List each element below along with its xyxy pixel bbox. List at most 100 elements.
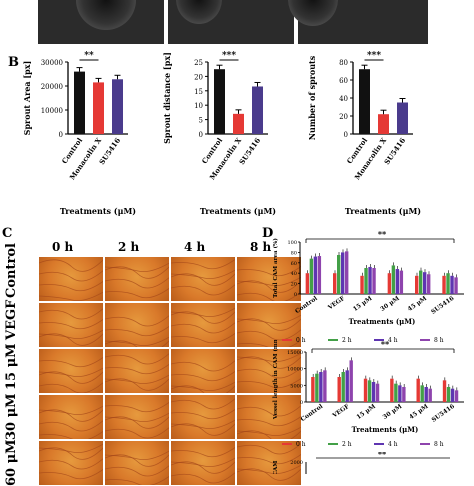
bar-su5416: [112, 79, 123, 134]
cam-image: [236, 348, 302, 394]
vessel-line: [105, 378, 169, 391]
bar-8h: [345, 251, 349, 294]
bar-0h: [390, 378, 394, 402]
bar-2h: [364, 268, 368, 294]
y-tick-label: 20: [194, 73, 203, 81]
cam-image: [104, 394, 170, 440]
bar-0h: [442, 380, 447, 402]
vessel-line: [237, 430, 301, 439]
bar-control: [74, 71, 85, 134]
bar-2h: [394, 383, 398, 402]
vessel-line: [105, 450, 169, 460]
bar-4h: [313, 256, 318, 294]
vessel-line: [171, 332, 235, 344]
cam-image: [170, 440, 236, 486]
vessel-line: [171, 398, 235, 410]
bar-2h: [446, 387, 451, 402]
vessel-line: [39, 447, 103, 460]
x-tick-label: Control: [294, 294, 319, 315]
vessel-texture: [39, 308, 103, 346]
cam-image: [170, 302, 236, 348]
row-label-vegf: VEGF: [4, 299, 19, 340]
significance-label: ***: [367, 51, 381, 61]
bar-2h: [391, 265, 396, 294]
vessel-line: [39, 318, 103, 330]
vessel-line: [105, 374, 169, 384]
vessel-line: [237, 314, 301, 324]
y-tick-label: 0: [59, 131, 63, 139]
bar-2h: [315, 373, 319, 402]
bar-4h: [319, 372, 323, 402]
bar-8h: [402, 387, 406, 402]
vessel-line: [39, 356, 103, 368]
significance-label: ***: [222, 51, 236, 61]
vessel-line: [39, 280, 103, 292]
vessel-line: [39, 291, 103, 301]
bar-8h: [399, 270, 404, 294]
vessel-line: [237, 352, 301, 362]
bar-0h: [333, 273, 337, 294]
bar-monacolin-x: [378, 114, 389, 134]
vessel-line: [171, 284, 235, 296]
y-axis-label: CAM: [273, 461, 279, 474]
bar-su5416: [252, 86, 263, 134]
x-tick-label: VEGF: [331, 402, 352, 419]
x-tick-label: 45 μM: [408, 403, 430, 421]
bar-8h: [454, 390, 459, 402]
vessel-line: [105, 277, 169, 289]
legend-label: 4 h: [388, 441, 398, 448]
vessel-line: [39, 458, 103, 470]
time-header-2h: 2 h: [118, 240, 140, 254]
vessel-line: [105, 340, 169, 347]
legend-label: 0 h: [296, 337, 306, 344]
vessel-line: [39, 259, 103, 272]
y-tick-label: 0: [199, 131, 203, 139]
y-tick-label: 15: [194, 88, 203, 96]
y-tick-label: 60: [339, 77, 348, 85]
cam-image: [104, 348, 170, 394]
vessel-line: [237, 276, 301, 286]
vessel-texture: [39, 259, 103, 301]
vessel-texture: [105, 353, 169, 391]
time-header-4h: 4 h: [184, 240, 206, 254]
vessel-line: [171, 446, 235, 458]
vessel-line: [105, 315, 169, 327]
micrograph-a2: [168, 0, 294, 44]
vessel-texture: [39, 405, 103, 439]
y-tick-label: 25: [194, 59, 203, 67]
vessel-line: [39, 371, 103, 384]
vessel-line: [237, 280, 301, 293]
chart-d-total-cam-area: 0 20 40 60 80 100 Control VEGF 15 μM 30 μM 45 μM SU…: [272, 229, 464, 326]
y-axis-label: Total CAM area (%): [272, 238, 279, 298]
bar-8h: [317, 256, 322, 294]
vessel-line: [171, 457, 235, 467]
vessel-line: [171, 423, 235, 436]
vessel-line: [39, 405, 103, 415]
vessel-line: [171, 273, 235, 286]
vessel-line: [237, 339, 301, 347]
y-axis-label: Sprout distance [px]: [162, 52, 172, 144]
vessel-line: [237, 329, 301, 341]
micrograph-a3: [288, 0, 428, 44]
vessel-line: [105, 336, 169, 346]
vessel-line: [237, 265, 301, 277]
vessel-texture: [171, 446, 235, 484]
bar-8h: [349, 360, 353, 402]
vessel-texture: [237, 352, 301, 389]
legend-label: 4 h: [388, 337, 398, 344]
cam-image: [104, 256, 170, 302]
y-tick-label: 15000: [287, 350, 303, 356]
vessel-line: [171, 258, 235, 270]
row-label-60um: 60 μM: [4, 439, 19, 486]
vessel-line: [171, 311, 235, 324]
bar-2h: [446, 273, 450, 294]
x-tick-label: 45 μM: [407, 295, 429, 313]
y-tick-label: 60: [291, 261, 297, 267]
time-header-0h: 0 h: [52, 240, 74, 254]
bar-2h: [341, 372, 345, 402]
bar-4h: [345, 370, 349, 402]
cam-image: [104, 302, 170, 348]
legend-label: 0 h: [296, 441, 306, 448]
x-axis-label: Treatments (μM): [349, 317, 416, 326]
